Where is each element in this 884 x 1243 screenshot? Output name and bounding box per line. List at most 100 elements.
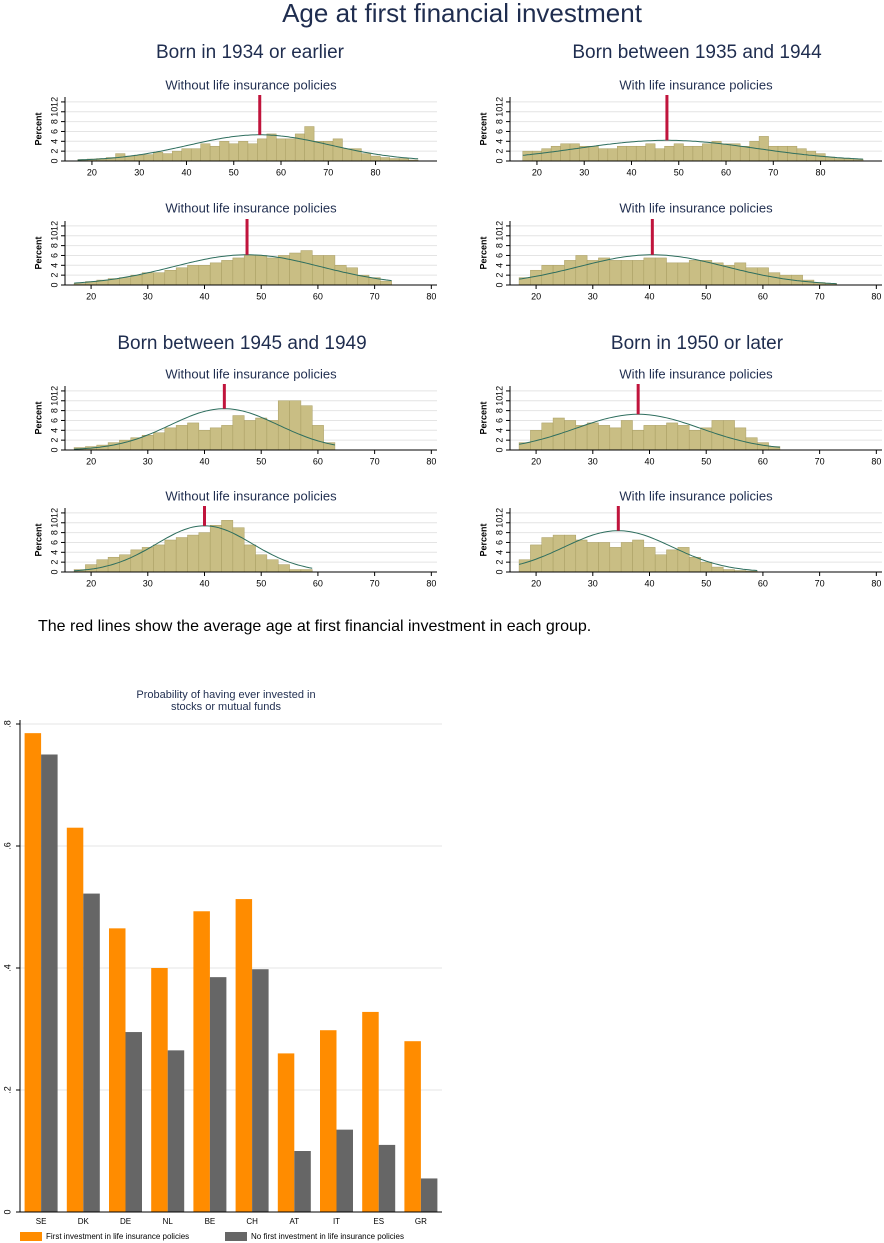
hist-bar	[598, 148, 609, 162]
y-tick-label: 6	[494, 418, 504, 423]
hist-title: Without life insurance policies	[165, 488, 337, 503]
y-tick-label: 8	[494, 119, 504, 124]
x-tick-label: 60	[758, 291, 768, 301]
hist-bar	[228, 143, 239, 162]
hist-bar	[617, 145, 628, 162]
group-subtitle: Born between 1945 and 1949	[117, 333, 366, 354]
x-tick-label: 30	[143, 578, 153, 588]
hist-bar	[130, 274, 143, 286]
y-tick-label: 4	[494, 550, 504, 555]
hist-title: Without life insurance policies	[165, 77, 337, 92]
hist-title: With life insurance policies	[619, 77, 773, 92]
hist-bar	[198, 532, 211, 573]
hist-bar	[739, 145, 750, 162]
legend-label: First investment in life insurance polic…	[46, 1232, 189, 1241]
hist-bar	[370, 155, 381, 162]
x-tick-label: 40	[199, 578, 209, 588]
x-tick-label: SE	[36, 1217, 47, 1226]
hist-bar	[564, 420, 577, 451]
y-tick-label: 6	[494, 540, 504, 545]
x-tick-label: 70	[815, 456, 825, 466]
hist-bar	[609, 547, 622, 573]
x-tick-label: 60	[313, 456, 323, 466]
hist-bar	[221, 520, 234, 573]
y-tick-label: 8	[494, 243, 504, 248]
hist-bar	[654, 554, 667, 573]
hist-bar	[756, 442, 769, 451]
x-tick-label: 80	[816, 167, 826, 177]
x-tick-label: 80	[871, 291, 881, 301]
hist-bar	[579, 145, 590, 162]
bar	[167, 1050, 185, 1212]
y-tick-label: 12	[49, 508, 59, 518]
group-subtitle: Born in 1934 or earlier	[156, 42, 345, 63]
hist-bar	[677, 547, 690, 573]
y-tick-label: 8	[49, 530, 59, 535]
x-tick-label: AT	[289, 1217, 299, 1226]
y-tick-label: 4	[49, 263, 59, 268]
y-tick-label: 10	[49, 107, 59, 117]
hist-bar	[313, 141, 324, 162]
hist-bar	[688, 260, 701, 286]
hist-bar	[243, 255, 256, 286]
bar	[252, 969, 269, 1212]
hist-bar	[666, 262, 679, 286]
x-tick-label: 20	[531, 291, 541, 301]
x-tick-label: 70	[815, 291, 825, 301]
hist-bar	[745, 267, 758, 286]
normal-curve	[519, 413, 780, 448]
hist-bar	[153, 151, 164, 162]
bar	[125, 1032, 142, 1212]
y-tick-label: 0	[2, 1209, 12, 1214]
hist-bar	[175, 425, 188, 451]
hist-bar	[119, 554, 132, 573]
x-tick-label: 30	[143, 291, 153, 301]
x-tick-label: 40	[181, 167, 191, 177]
y-tick-label: 12	[494, 386, 504, 396]
hist-bar	[560, 143, 571, 162]
y-tick-label: 4	[49, 139, 59, 144]
y-tick-label: 8	[49, 119, 59, 124]
hist-bar	[721, 143, 731, 162]
x-tick-label: 80	[426, 291, 436, 301]
x-tick-label: DK	[78, 1217, 90, 1226]
y-tick-label: 2	[49, 438, 59, 443]
hist-bar	[552, 265, 565, 286]
y-tick-label: 2	[49, 560, 59, 565]
y-tick-label: 10	[49, 231, 59, 241]
hist-bar	[209, 262, 222, 286]
hist-bar	[700, 260, 713, 286]
hist-bar	[564, 260, 577, 286]
x-tick-label: 70	[370, 456, 380, 466]
hist-bar	[200, 143, 211, 162]
hist-bar	[711, 141, 722, 162]
bar	[277, 1053, 295, 1212]
y-tick-label: 12	[494, 97, 504, 107]
x-tick-label: 50	[701, 291, 711, 301]
hist-bar	[143, 154, 154, 162]
bar	[109, 928, 126, 1212]
bar	[320, 1030, 337, 1212]
bar	[420, 1178, 438, 1212]
hist-bar	[187, 422, 200, 451]
y-tick-label: 0	[494, 569, 504, 574]
y-tick-label: 0	[494, 282, 504, 287]
y-axis-label: Percent	[33, 523, 43, 556]
y-tick-label: 8	[49, 408, 59, 413]
hist-bar	[219, 141, 230, 162]
bar	[404, 1041, 421, 1212]
y-tick-label: 6	[494, 253, 504, 258]
hist-bar	[586, 422, 599, 451]
y-tick-label: 6	[49, 418, 59, 423]
y-axis-label: Percent	[478, 523, 488, 556]
hist-bar	[702, 143, 713, 162]
hist-bar	[598, 542, 611, 573]
note: The red lines show the average age at fi…	[38, 618, 591, 635]
hist-bar	[289, 252, 302, 286]
hist-bar	[749, 141, 760, 162]
normal-curve	[518, 530, 758, 571]
hist-bar	[666, 422, 679, 451]
legend-label: No first investment in life insurance po…	[251, 1232, 404, 1241]
y-tick-label: 8	[49, 243, 59, 248]
y-tick-label: 10	[494, 518, 504, 528]
